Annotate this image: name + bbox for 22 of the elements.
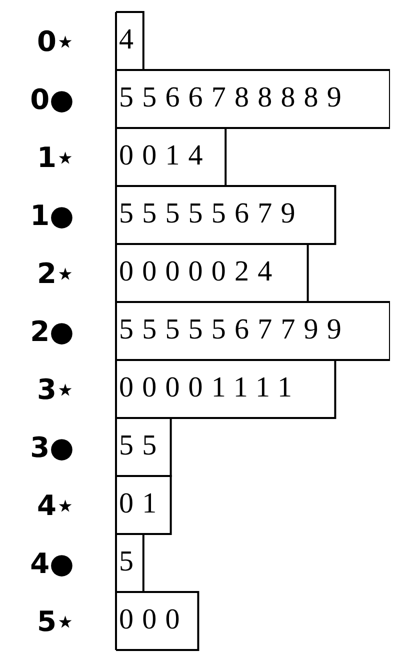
- annotation: 5555567799: [119, 314, 350, 346]
- y-tick-label: 0●: [30, 82, 74, 116]
- y-tick-label: 1●: [30, 198, 74, 232]
- y-tick-label: 3⋆: [36, 372, 74, 406]
- y-tick-label: 2⋆: [36, 256, 74, 290]
- annotation: 55: [119, 430, 166, 462]
- annotation: 000: [119, 604, 188, 636]
- y-tick-label: 5⋆: [36, 604, 74, 638]
- annotation: 0000024: [119, 256, 281, 288]
- annotation: 0014: [119, 140, 212, 172]
- y-tick-label: 2●: [30, 314, 74, 348]
- annotation: 55555679: [119, 198, 304, 230]
- annotation: 5: [119, 546, 142, 578]
- y-tick-label: 4⋆: [36, 488, 74, 522]
- annotation: 01: [119, 488, 166, 520]
- annotation: 4: [119, 24, 142, 56]
- y-tick-label: 1⋆: [36, 140, 74, 174]
- y-tick-label: 4●: [30, 546, 74, 580]
- y-tick-label: 3●: [30, 430, 74, 464]
- annotation: 00001111: [119, 372, 301, 404]
- y-tick-label: 0⋆: [36, 24, 74, 58]
- annotation: 5566788889: [119, 82, 350, 114]
